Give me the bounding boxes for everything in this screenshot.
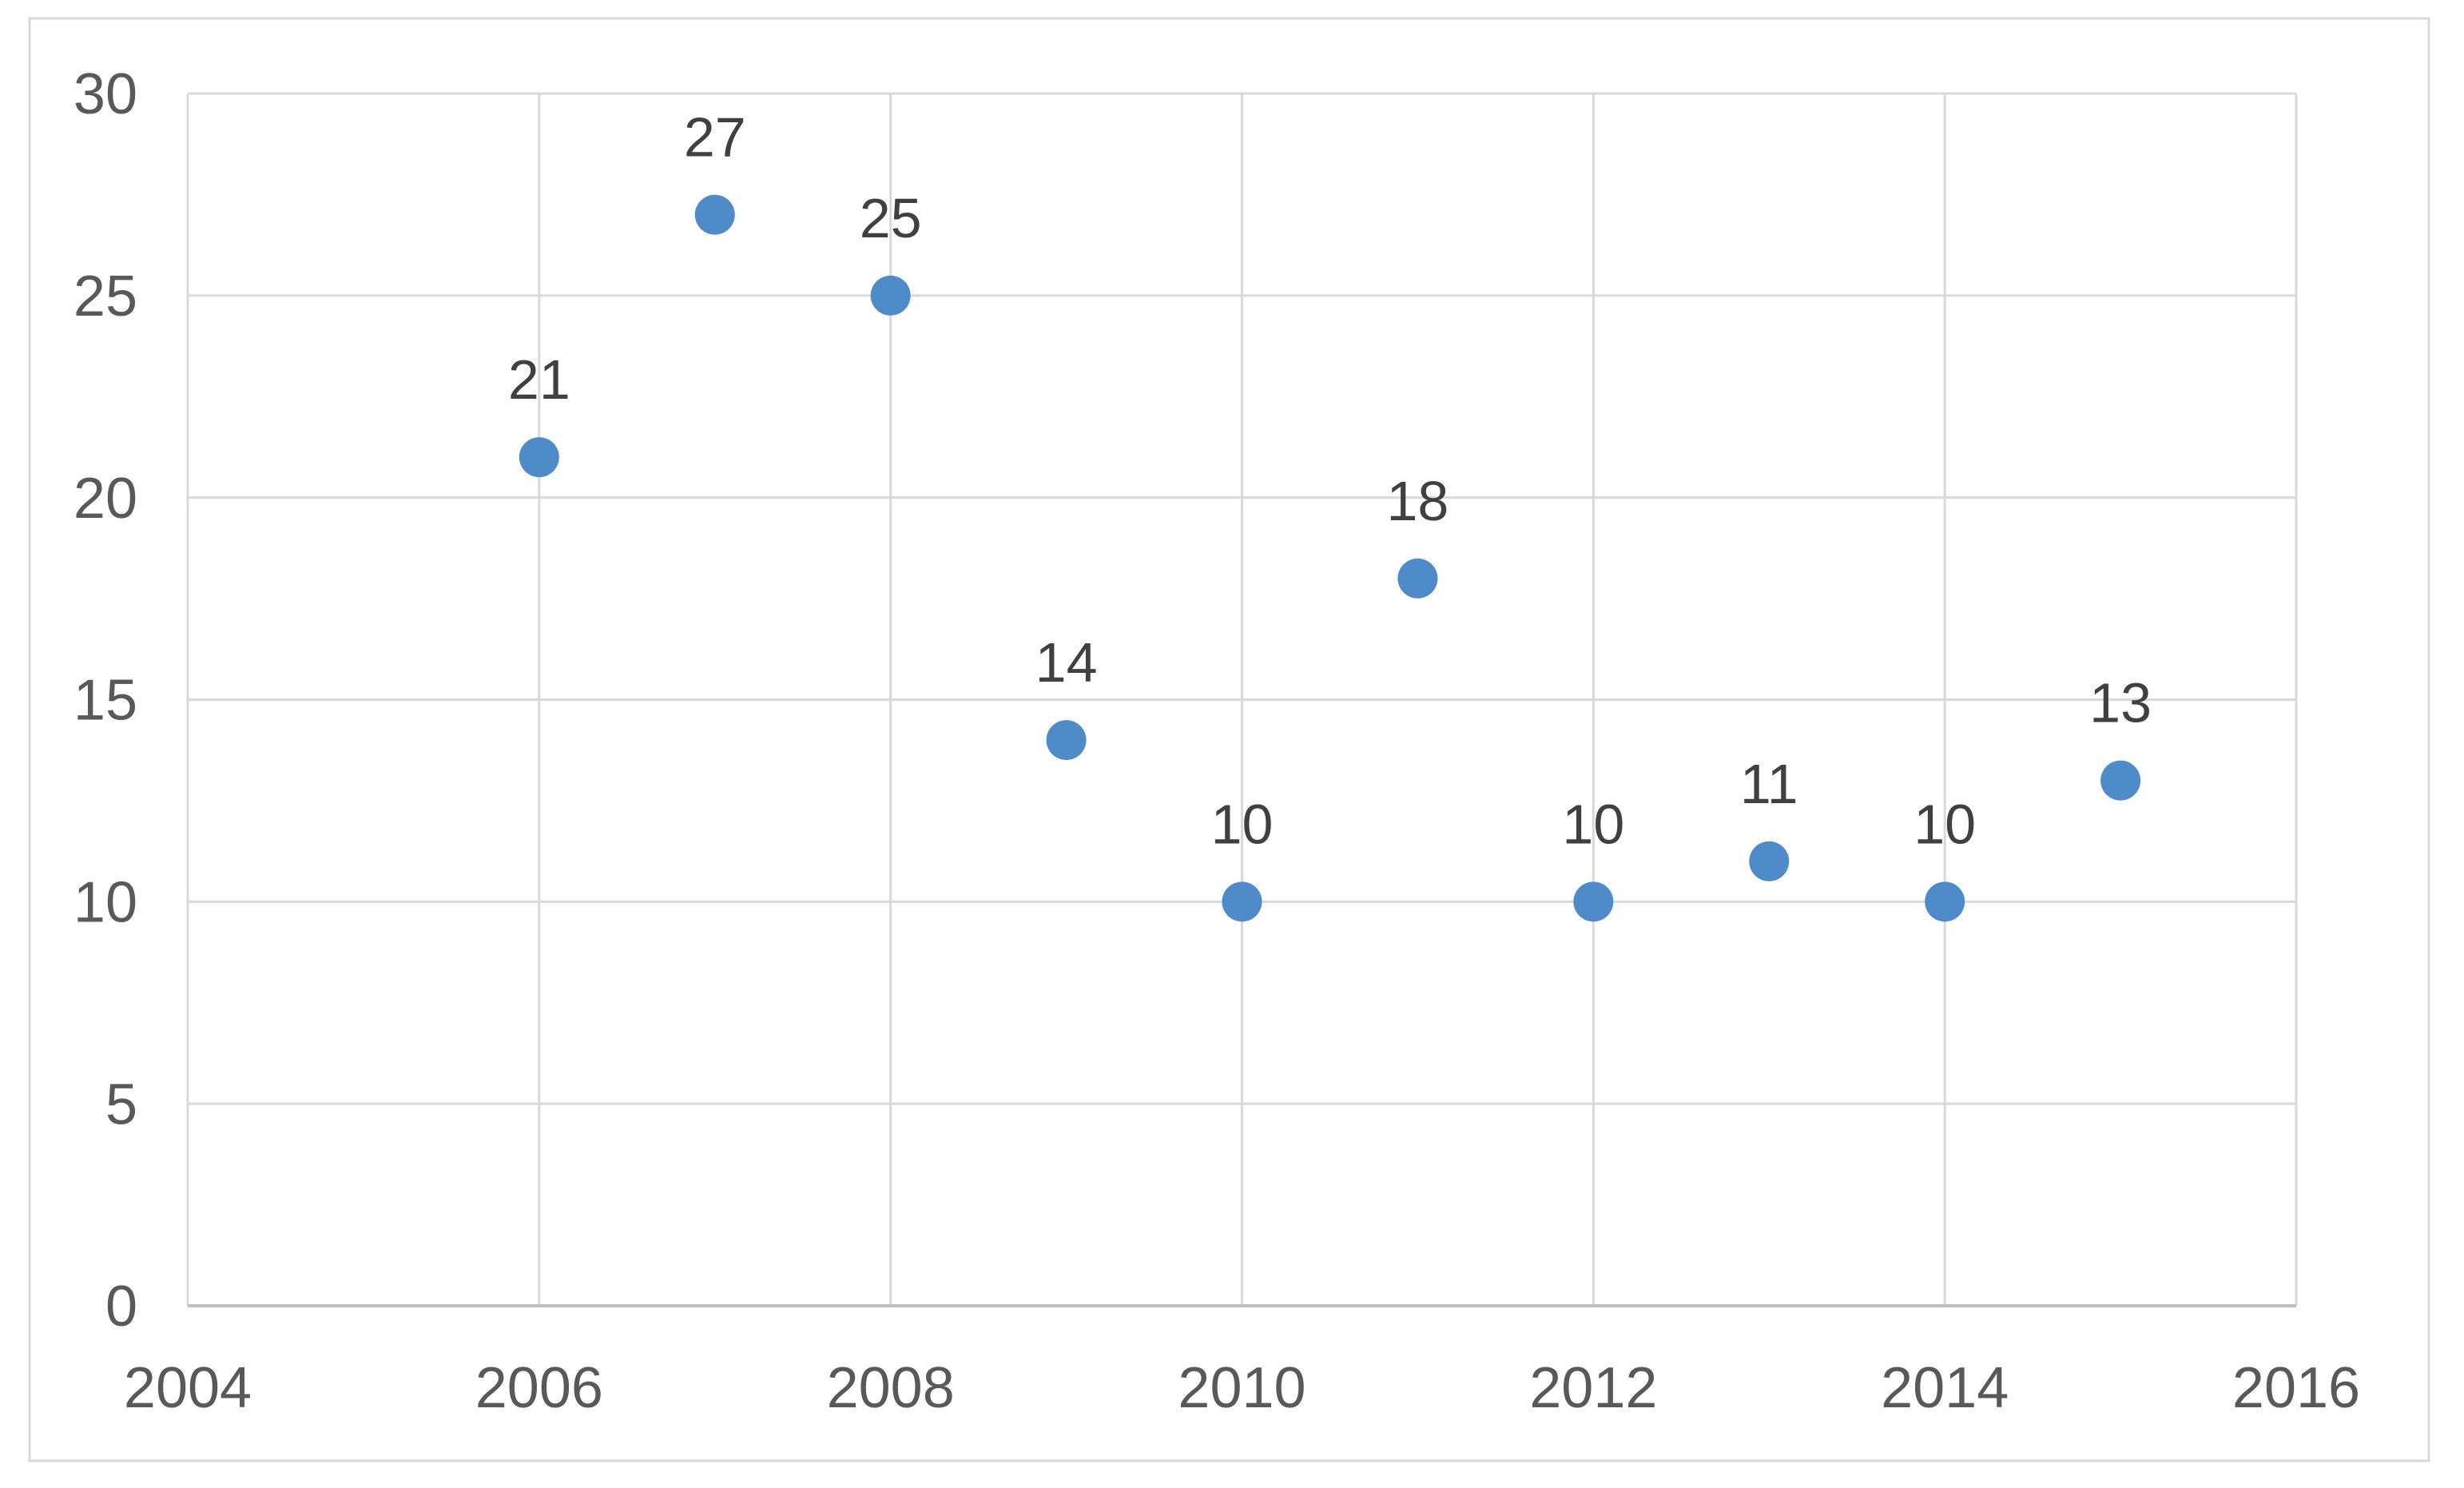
y-axis-tick-label: 10 [74,871,137,935]
x-axis-tick-label: 2010 [1178,1356,1306,1420]
data-point-label: 10 [1211,793,1274,855]
y-axis-tick-label: 5 [105,1072,137,1136]
data-point [1573,881,1614,922]
data-point [870,275,911,316]
x-axis-tick-label: 2012 [1529,1356,1657,1420]
y-axis-tick-label: 0 [105,1275,137,1339]
data-point [1046,720,1087,761]
data-point [2100,760,2141,801]
data-point [1222,881,1262,922]
data-point-label: 13 [2089,672,2152,734]
data-point-label: 14 [1035,631,1098,694]
data-point-label: 10 [1914,793,1976,855]
y-axis-tick-label: 30 [74,62,137,126]
data-point [519,437,559,478]
y-axis-tick-label: 15 [74,669,137,733]
data-point-label: 21 [508,348,570,411]
y-axis-tick-label: 20 [74,467,137,531]
data-point-label: 18 [1386,470,1449,532]
x-axis-tick-label: 2008 [827,1356,955,1420]
data-point-label: 10 [1562,793,1624,855]
data-point [694,194,735,235]
chart-border [28,17,2430,1462]
data-point-label: 27 [684,106,746,169]
x-axis-tick-label: 2014 [1881,1356,2009,1420]
x-axis-tick-label: 2016 [2232,1356,2360,1420]
y-axis-tick-label: 25 [74,265,137,328]
data-point-label: 11 [1740,753,1798,815]
data-point-label: 25 [860,187,922,249]
data-point [1749,841,1790,881]
data-point [1397,558,1438,599]
x-axis-tick-label: 2006 [475,1356,603,1420]
data-point [1925,881,1965,922]
x-axis-tick-label: 2004 [124,1356,252,1420]
